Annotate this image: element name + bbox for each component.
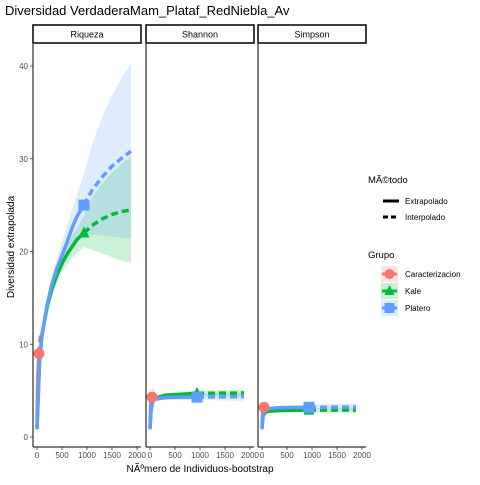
legend-label-caracterizacion: Caracterizacion [405, 270, 461, 279]
x-tick-label: 1000 [191, 451, 209, 460]
strip-label-riqueza: Riqueza [70, 30, 103, 40]
x-tick-label: 1000 [303, 451, 321, 460]
strip-label-shannon: Shannon [182, 30, 218, 40]
x-tick-label: 500 [168, 451, 182, 460]
x-tick-label: 0 [35, 451, 40, 460]
y-tick-label: 10 [19, 340, 28, 349]
strip-label-simpson: Simpson [294, 30, 329, 40]
x-axis-title: NÃºmero de Individuos-bootstrap [126, 462, 273, 475]
x-tick-label: 0 [148, 451, 153, 460]
color-legend-title: Grupo [368, 250, 394, 261]
observed-point-caracterizacion [259, 402, 270, 413]
chart-title: Diversidad VerdaderaMam_Plataf_RedNiebla… [5, 3, 290, 18]
legend-label-platero: Platero [405, 304, 431, 313]
x-tick-label: 2000 [241, 451, 259, 460]
y-tick-label: 30 [19, 155, 28, 164]
y-axis-title: Diversidad extrapolada [6, 195, 17, 298]
x-tick-label: 2000 [128, 451, 146, 460]
linetype-label-interpolado: Interpolado [405, 213, 446, 222]
legend-marker-platero [385, 303, 395, 313]
x-tick-label: 500 [280, 451, 294, 460]
x-tick-label: 1500 [328, 451, 346, 460]
linetype-legend-title: MÃ©todo [368, 175, 408, 186]
x-tick-label: 1500 [216, 451, 234, 460]
observed-point-platero [304, 402, 315, 413]
legend-label-kale: Kale [405, 287, 422, 296]
y-tick-label: 40 [19, 62, 28, 71]
observed-point-caracterizacion [34, 348, 45, 359]
x-tick-label: 500 [55, 451, 69, 460]
y-tick-label: 0 [24, 433, 29, 442]
observed-point-caracterizacion [147, 392, 158, 403]
observed-point-platero [192, 392, 203, 403]
x-tick-label: 1500 [103, 451, 121, 460]
y-tick-label: 20 [19, 248, 28, 257]
linetype-label-extrapolado: Extrapolado [405, 197, 448, 206]
legend-marker-caracterizacion [385, 269, 395, 279]
x-tick-label: 1000 [78, 451, 96, 460]
x-tick-label: 2000 [353, 451, 371, 460]
x-tick-label: 0 [260, 451, 265, 460]
observed-point-platero [79, 200, 90, 211]
